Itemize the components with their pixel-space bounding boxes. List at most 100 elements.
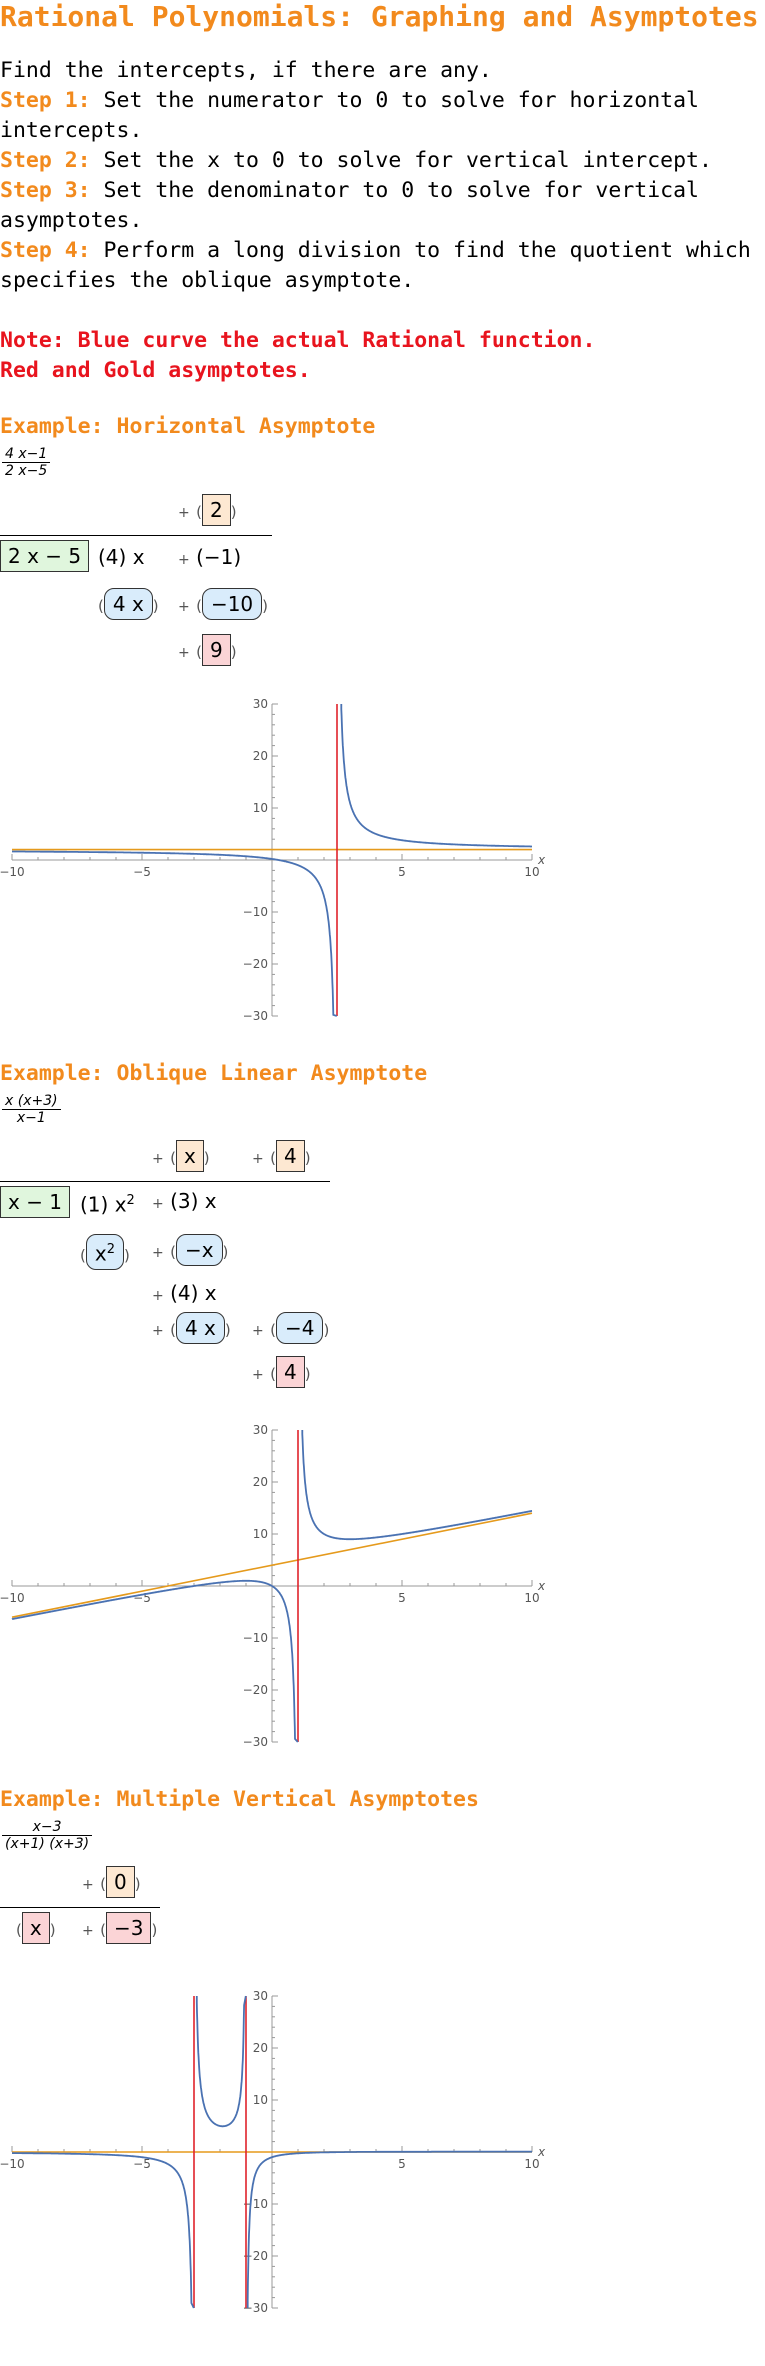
dividend-term-2: + (3) x [152,1189,217,1213]
example-1-heading: Example: Horizontal Asymptote [0,414,376,439]
step-text: Set the denominator to 0 to solve for ve… [90,178,699,203]
subtract2-term-1: + (4 x) [152,1312,231,1344]
x-tick-label: 5 [398,865,406,879]
divisor-box: x − 1 [0,1186,71,1218]
step-3: Step 3: Set the denominator to 0 to solv… [0,176,699,206]
y-tick-label: −30 [243,2301,268,2315]
remainder-box: 4 [275,1356,305,1388]
function-curve [12,850,338,1017]
dividend-term-2: + (−1) [178,545,242,569]
step-label: Step 1: [0,88,91,113]
step-text: Set the x to 0 to solve for vertical int… [90,148,712,173]
function-curve [246,2150,532,2308]
subtract-term-2: + (−10) [178,588,268,620]
remainder-box: 9 [201,634,231,666]
oblique-asymptote-line [11,1512,533,1618]
subtract-pill: 4 x [103,588,153,620]
step-2: Step 2: Set the x to 0 to solve for vert… [0,146,712,176]
y-tick-label: −20 [243,957,268,971]
quotient-term: + (2) [178,494,237,526]
y-tick-label: 20 [253,2041,268,2055]
step-label: Step 2: [0,148,91,173]
remainder-box: x [21,1912,50,1944]
x-tick-label: 10 [524,2157,539,2171]
x-tick-label: 10 [524,865,539,879]
subtract-pill: 4 x [175,1312,225,1344]
subtract-pill: −4 [275,1312,324,1344]
x-tick-label: 5 [398,1591,406,1605]
numerator: x (x+3) [5,1093,58,1109]
x-tick-label: −10 [0,1591,25,1605]
subtract-term-1: (4 x) [98,588,159,620]
x-tick-label: −5 [133,2157,151,2171]
y-tick-label: 30 [253,1423,268,1437]
step-3-cont: asymptotes. [0,208,143,233]
denominator: x−1 [16,1110,46,1126]
y-tick-label: −20 [243,1683,268,1697]
example-3-fraction: x−3 (x+1) (x+3) [2,1819,93,1852]
example-2-fraction: x (x+3) x−1 [2,1093,61,1126]
note-line-1: Note: Blue curve the actual Rational fun… [0,328,596,353]
y-tick-label: −30 [243,1735,268,1749]
y-tick-label: 20 [253,749,268,763]
remainder-term-1: (x) [16,1912,56,1944]
denominator: 2 x−5 [5,463,48,479]
y-tick-label: −30 [243,1009,268,1023]
divisor: 2 x − 5 [0,540,90,572]
quotient-term-1: + (x) [152,1140,210,1172]
remainder: + (9) [178,634,237,666]
x-axis-label: x [537,853,546,867]
divisor-box: 2 x − 5 [0,540,90,572]
numerator: x−3 [32,1819,62,1835]
example-1-plot: x −10 −5 5 10 −30 −20 −10 10 20 30 [0,697,546,1023]
y-tick-label: −10 [243,1631,268,1645]
step-label: Step 3: [0,178,91,203]
function-curve [340,704,532,848]
numerator: 4 x−1 [5,446,48,462]
subtract-pill: −x [175,1234,223,1266]
subtract1-term-1: (x2) [80,1234,130,1270]
x-tick-label: −5 [133,865,151,879]
subtract-pill: −10 [201,588,263,620]
subtract2-term-2: + (−4) [252,1312,329,1344]
dividend-term-1: (1) x2 [80,1186,135,1220]
remainder-term-2: + (−3) [82,1912,157,1944]
step-text: Perform a long division to find the quot… [90,238,751,263]
y-tick-label: 30 [253,1989,268,2003]
step-1-cont: intercepts. [0,118,143,143]
remainder-box: −3 [105,1912,152,1944]
x-tick-label: −10 [0,2157,25,2171]
step-1: Step 1: Set the numerator to 0 to solve … [0,86,699,116]
division-bar [0,1907,160,1908]
quotient-term-2: + (4) [252,1140,311,1172]
exponent: 2 [106,1242,115,1257]
function-curve [12,2152,195,2309]
y-tick-label: −10 [243,905,268,919]
y-tick-label: 10 [253,1527,268,1541]
step-text: Set the numerator to 0 to solve for hori… [90,88,699,113]
remainder: + (4) [252,1356,311,1388]
dividend-value: (1) x [80,1192,127,1217]
function-curve [11,1579,299,1743]
divisor: x − 1 [0,1186,71,1218]
subtract-pill: x2 [85,1234,124,1270]
quotient-box: 0 [105,1866,135,1898]
step-4-cont: specifies the oblique asymptote. [0,268,415,293]
y-tick-label: 30 [253,697,268,711]
page-title: Rational Polynomials: Graphing and Asymp… [0,0,759,33]
line-2-term: + (4) x [152,1281,217,1305]
denominator: (x+1) (x+3) [5,1836,90,1852]
line-2-value: (4) x [170,1281,217,1305]
quotient-box: 4 [275,1140,305,1172]
step-label: Step 4: [0,238,91,263]
division-bar [0,1181,330,1182]
dividend-value: (−1) [196,545,242,569]
quotient-box: 2 [201,494,231,526]
y-tick-label: 20 [253,1475,268,1489]
exponent: 2 [126,1193,135,1208]
step-4: Step 4: Perform a long division to find … [0,236,751,266]
function-curve [195,1995,247,2128]
division-bar [0,535,272,536]
